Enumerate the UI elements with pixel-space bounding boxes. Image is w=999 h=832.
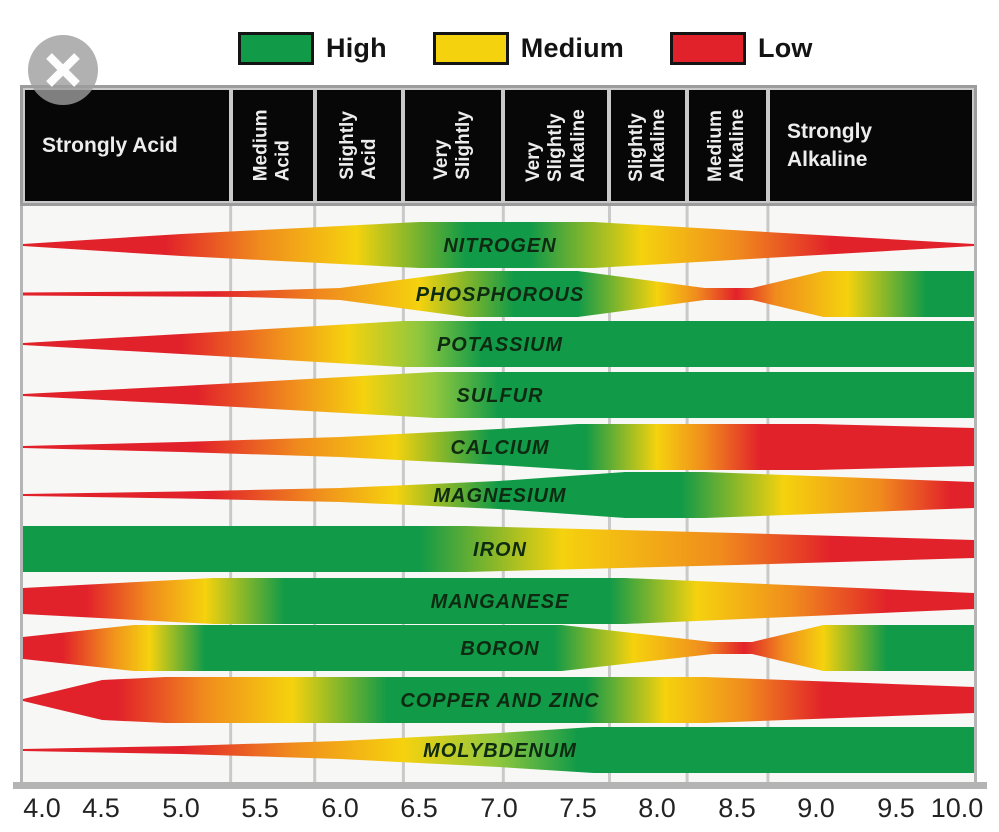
axis-tick-9.0: 9.0 <box>797 793 835 823</box>
axis-tick-9.5: 9.5 <box>877 793 915 823</box>
legend-label-high: High <box>326 32 387 63</box>
legend-swatch-high <box>238 31 314 65</box>
ribbon-label-potassium: POTASSIUM <box>437 334 563 356</box>
header-section-label: Medium Alkaline <box>705 109 749 182</box>
legend-item-medium: Medium <box>432 31 624 65</box>
header-section-slightly-acid: Slightly Acid <box>316 90 402 201</box>
ph-category-header: Strongly Acid Medium Acid Slightly Acid Ver… <box>20 85 977 206</box>
legend-label-medium: Medium <box>520 32 624 63</box>
ribbon-label-magnesium: MAGNESIUM <box>433 485 566 507</box>
axis-tick-4.0: 4.0 <box>23 793 61 823</box>
axis-tick-10.0: 10.0 <box>930 793 984 823</box>
ribbon-iron <box>23 526 974 572</box>
header-section-label: Strongly Acid <box>42 133 178 157</box>
ribbon-manganese <box>23 578 974 624</box>
ribbon-potassium <box>23 321 974 367</box>
ph-availability-chart: Strongly Acid Medium Acid Slightly Acid Ver… <box>20 85 977 784</box>
ribbon-calcium <box>23 424 974 470</box>
ribbon-label-phosphorous: PHOSPHOROUS <box>416 284 584 306</box>
ribbon-label-nitrogen: NITROGEN <box>443 235 556 257</box>
header-section-strongly-acid: Strongly Acid <box>25 90 229 201</box>
legend-item-high: High <box>238 31 387 65</box>
ribbon-label-calcium: CALCIUM <box>451 437 550 459</box>
plot-area: NITROGEN PHOSPHOROUS POTASSIUM SULFUR CALCIU… <box>20 206 977 784</box>
header-section-very-slightly: Very Slightly <box>405 90 502 201</box>
ribbon-label-molybdenum: MOLYBDENUM <box>423 740 577 762</box>
header-section-label: Medium Acid <box>250 109 294 182</box>
ribbon-phosphorous <box>23 271 974 317</box>
x-axis-line <box>13 782 987 789</box>
axis-tick-8.0: 8.0 <box>638 793 676 823</box>
header-section-label: Very Slightly <box>430 111 475 180</box>
close-button[interactable] <box>28 35 98 105</box>
ribbon-label-sulfur: SULFUR <box>457 385 544 407</box>
header-section-medium-alkaline: Medium Alkaline <box>689 90 766 201</box>
header-section-medium-acid: Medium Acid <box>232 90 313 201</box>
header-section-label: Strongly Alkaline <box>786 120 873 171</box>
axis-tick-8.5: 8.5 <box>718 793 756 823</box>
ribbon-magnesium <box>23 472 974 518</box>
ribbon-copper-and-zinc <box>23 677 974 723</box>
ribbon-label-iron: IRON <box>473 539 527 561</box>
ribbon-nitrogen <box>23 222 974 268</box>
header-section-label: Slightly Acid <box>336 111 381 180</box>
ribbon-label-copper-and-zinc: COPPER AND ZINC <box>400 690 599 712</box>
axis-tick-6.5: 6.5 <box>400 793 438 823</box>
legend-item-low: Low <box>670 31 813 65</box>
ribbon-label-boron: BORON <box>460 638 539 660</box>
axis-tick-5.0: 5.0 <box>162 793 200 823</box>
ribbon-plot: NITROGEN PHOSPHOROUS POTASSIUM SULFUR CALCIU… <box>23 206 974 784</box>
legend: High Medium Low <box>238 27 859 69</box>
header-section-very-slightly-alkaline: Very Slightly Alkaline <box>505 90 608 201</box>
ribbon-molybdenum <box>23 727 974 773</box>
axis-tick-7.5: 7.5 <box>559 793 597 823</box>
ribbon-sulfur <box>23 372 974 418</box>
axis-tick-6.0: 6.0 <box>321 793 359 823</box>
legend-swatch-low <box>670 31 746 65</box>
legend-swatch-medium <box>432 31 509 65</box>
ribbon-boron <box>23 625 974 671</box>
header-section-slightly-alkaline: Slightly Alkaline <box>611 90 686 201</box>
axis-tick-7.0: 7.0 <box>480 793 518 823</box>
header-section-label: Slightly Alkaline <box>625 109 670 182</box>
legend-label-low: Low <box>758 32 813 63</box>
header-section-label: Very Slightly Alkaline <box>522 109 589 182</box>
close-icon <box>46 53 80 87</box>
axis-tick-5.5: 5.5 <box>241 793 279 823</box>
header-section-strongly-alkaline: Strongly Alkaline <box>769 90 972 201</box>
ribbon-label-manganese: MANGANESE <box>431 591 570 613</box>
axis-tick-4.5: 4.5 <box>82 793 120 823</box>
